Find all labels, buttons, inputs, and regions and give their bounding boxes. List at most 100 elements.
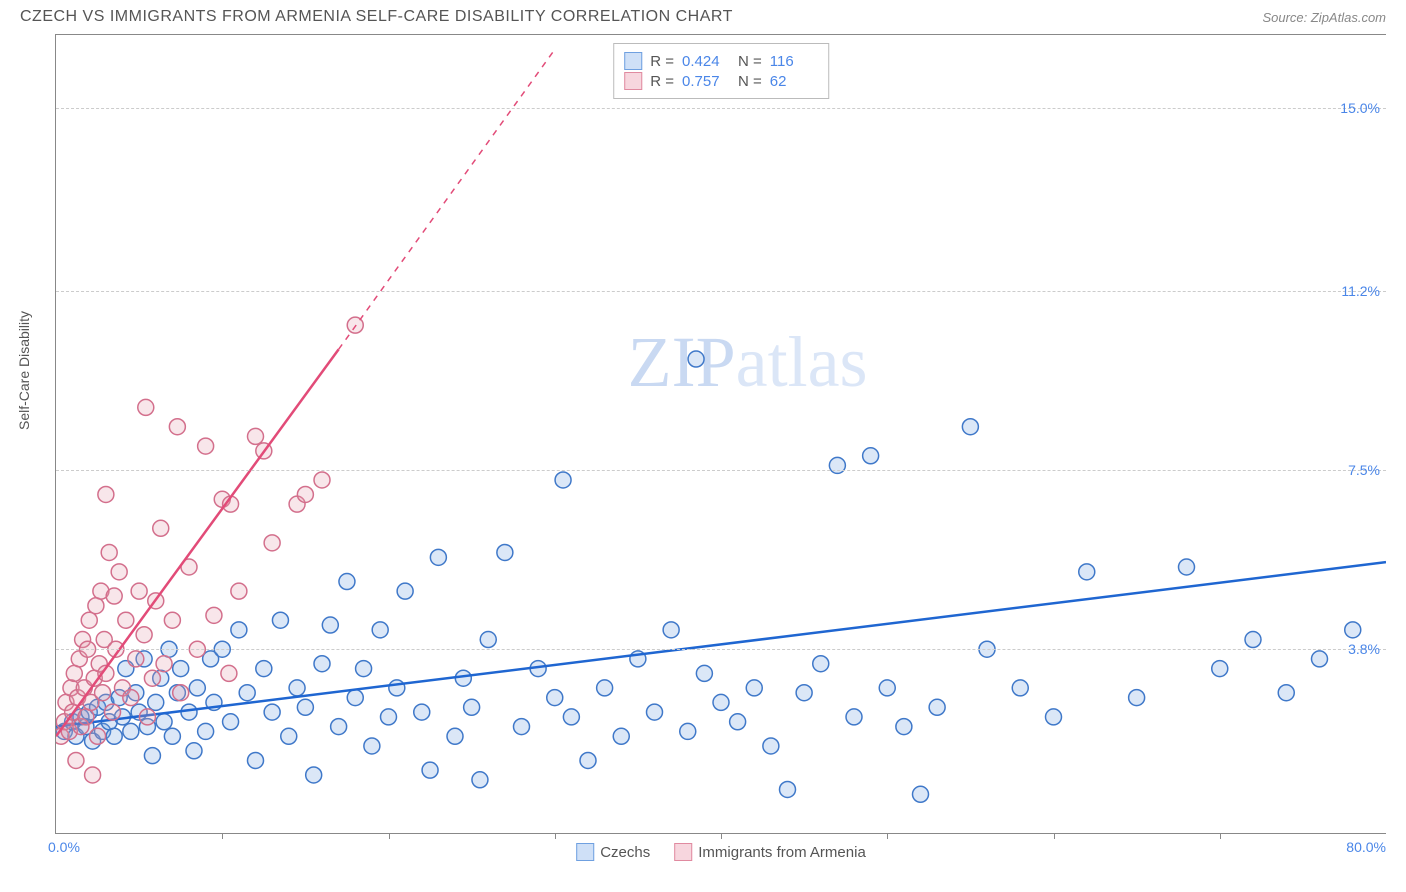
data-point: [1012, 680, 1028, 696]
n-value: 116: [770, 53, 818, 70]
data-point: [88, 598, 104, 614]
x-axis-origin-label: 0.0%: [48, 839, 80, 855]
data-point: [156, 656, 172, 672]
data-point: [713, 694, 729, 710]
data-point: [297, 699, 313, 715]
data-point: [118, 612, 134, 628]
data-point: [796, 685, 812, 701]
legend-label: Czechs: [600, 844, 650, 861]
r-value: 0.424: [682, 53, 730, 70]
data-point: [430, 549, 446, 565]
n-label: N =: [738, 53, 762, 70]
data-point: [763, 738, 779, 754]
data-point: [248, 428, 264, 444]
series-swatch: [624, 52, 642, 70]
watermark: ZIPatlas: [628, 322, 868, 402]
data-point: [164, 612, 180, 628]
data-point: [879, 680, 895, 696]
data-point: [90, 728, 106, 744]
data-point: [1079, 564, 1095, 580]
data-point: [514, 719, 530, 735]
legend-label: Immigrants from Armenia: [698, 844, 866, 861]
y-axis-label: Self-Care Disability: [16, 311, 32, 430]
data-point: [347, 690, 363, 706]
data-point: [929, 699, 945, 715]
data-point: [472, 772, 488, 788]
data-point: [563, 709, 579, 725]
data-point: [239, 685, 255, 701]
data-point: [101, 544, 117, 560]
legend-item: Czechs: [576, 843, 650, 861]
data-point: [123, 690, 139, 706]
data-point: [264, 704, 280, 720]
data-point: [746, 680, 762, 696]
data-point: [264, 535, 280, 551]
data-point: [173, 685, 189, 701]
gridline: [56, 649, 1386, 650]
data-point: [138, 399, 154, 415]
data-point: [913, 786, 929, 802]
data-point: [597, 680, 613, 696]
data-point: [223, 714, 239, 730]
data-point: [81, 612, 97, 628]
x-tick-mark: [389, 833, 390, 839]
data-point: [68, 752, 84, 768]
r-label: R =: [650, 53, 674, 70]
data-point: [322, 617, 338, 633]
data-point: [680, 723, 696, 739]
data-point: [106, 728, 122, 744]
data-point: [306, 767, 322, 783]
data-point: [356, 661, 372, 677]
data-point: [85, 767, 101, 783]
x-tick-mark: [222, 833, 223, 839]
stats-row: R = 0.424 N = 116: [624, 52, 818, 70]
data-point: [105, 704, 121, 720]
y-tick-label: 3.8%: [1348, 641, 1380, 657]
data-point: [780, 781, 796, 797]
data-point: [131, 583, 147, 599]
n-label: N =: [738, 73, 762, 90]
data-point: [164, 728, 180, 744]
trend-line-dashed: [339, 50, 555, 350]
data-point: [169, 419, 185, 435]
data-point: [106, 588, 122, 604]
data-point: [663, 622, 679, 638]
x-axis-max-label: 80.0%: [1346, 839, 1386, 855]
data-point: [1312, 651, 1328, 667]
data-point: [221, 665, 237, 681]
chart-title: CZECH VS IMMIGRANTS FROM ARMENIA SELF-CA…: [20, 8, 733, 26]
data-point: [231, 583, 247, 599]
legend-item: Immigrants from Armenia: [674, 843, 866, 861]
data-point: [66, 665, 82, 681]
chart-area: ZIPatlas R =0.424N =116R =0.757N =62 Cze…: [55, 34, 1386, 834]
data-point: [480, 632, 496, 648]
data-point: [144, 748, 160, 764]
data-point: [206, 607, 222, 623]
data-point: [381, 709, 397, 725]
legend-swatch: [674, 843, 692, 861]
gridline: [56, 108, 1386, 109]
stats-legend-box: R = 0.424 N = 116 R = 0.757 N = 62: [613, 43, 829, 99]
data-point: [331, 719, 347, 735]
data-point: [688, 351, 704, 367]
data-point: [339, 574, 355, 590]
data-point: [372, 622, 388, 638]
data-point: [1245, 632, 1261, 648]
data-point: [144, 670, 160, 686]
data-point: [173, 661, 189, 677]
data-point: [1212, 661, 1228, 677]
n-value: 62: [770, 73, 818, 90]
data-point: [98, 486, 114, 502]
x-tick-mark: [1220, 833, 1221, 839]
r-label: R =: [650, 73, 674, 90]
data-point: [128, 651, 144, 667]
data-point: [1179, 559, 1195, 575]
data-point: [414, 704, 430, 720]
data-point: [613, 728, 629, 744]
data-point: [555, 472, 571, 488]
data-point: [148, 694, 164, 710]
r-value: 0.757: [682, 73, 730, 90]
y-tick-label: 15.0%: [1340, 100, 1380, 116]
data-point: [696, 665, 712, 681]
scatter-plot: ZIPatlas: [56, 35, 1386, 833]
